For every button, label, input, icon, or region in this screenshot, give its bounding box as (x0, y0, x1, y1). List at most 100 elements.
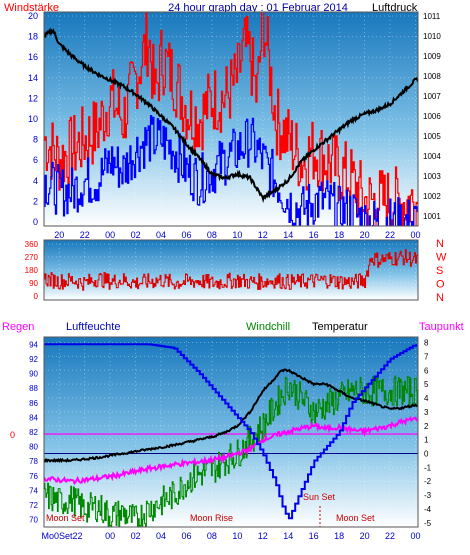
wind-direction-series (44, 249, 418, 291)
x-tick-label: 00 (105, 230, 115, 240)
temperature-y-tick: -2 (424, 477, 432, 486)
rain-axis-label: 0 (10, 430, 15, 440)
annotation-moon-set: Moon Set (46, 513, 85, 523)
legend-dewpoint: Taupunkt (419, 321, 464, 333)
humidity-y-tick: 92 (29, 355, 38, 364)
dewpoint-series (44, 415, 418, 486)
temperature-y-tick: 1 (424, 436, 429, 445)
x-tick-label: 00 (410, 230, 420, 240)
x-tick-label: 22 (385, 230, 395, 240)
x-tick-label: 22 (80, 230, 90, 240)
compass-label: W (436, 252, 447, 264)
temperature-y-tick: 8 (424, 339, 429, 348)
temperature-panel (44, 337, 418, 527)
x-tick-label: 20 (54, 230, 64, 240)
x-tick-label: 08 (207, 531, 217, 541)
x-tick-label: 12 (258, 230, 268, 240)
pressure-y-tick: 1006 (423, 112, 441, 121)
x-tick-label: 16 (309, 230, 319, 240)
temperature-y-tick: 7 (424, 352, 429, 361)
x-tick-label: 02 (131, 531, 141, 541)
x-tick-label: 14 (283, 531, 293, 541)
graph-title: 24 hour graph day : 01 Februar 2014 (168, 2, 348, 14)
temperature-y-tick: 6 (424, 366, 429, 375)
x-tick-label: 04 (156, 531, 166, 541)
humidity-y-tick: 88 (29, 384, 38, 393)
humidity-y-tick: 82 (29, 428, 38, 437)
pressure-y-tick: 1009 (423, 52, 441, 61)
annotation-sun-set: Sun Set (303, 492, 336, 502)
pressure-y-tick: 1001 (423, 212, 441, 221)
temperature-y-tick: 4 (424, 394, 429, 403)
humidity-y-tick: 90 (29, 370, 38, 379)
direction-y-tick: 0 (34, 292, 39, 301)
annotation-moon-set-2: Moon Set (336, 513, 375, 523)
x-tick-label: 04 (156, 230, 166, 240)
pressure-label: Luftdruck (372, 2, 418, 14)
wind-y-tick: 8 (33, 135, 38, 145)
wind-y-tick: 20 (28, 11, 38, 21)
x-tick-label: Mo0Set22 (41, 531, 82, 541)
wind-y-tick: 10 (28, 114, 38, 124)
x-tick-label: 22 (385, 531, 395, 541)
x-tick-label: 02 (131, 230, 141, 240)
direction-y-tick: 270 (25, 253, 39, 262)
pressure-y-tick: 1002 (423, 192, 441, 201)
x-tick-label: 06 (181, 531, 191, 541)
pressure-y-tick: 1007 (423, 92, 441, 101)
x-tick-label: 10 (232, 230, 242, 240)
wind-y-tick: 2 (33, 196, 38, 206)
wind-y-tick: 6 (33, 155, 38, 165)
x-tick-label: 00 (105, 531, 115, 541)
x-tick-label: 14 (283, 230, 293, 240)
wind-average-series (44, 115, 418, 226)
temperature-y-tick: 0 (424, 449, 429, 458)
pressure-series (44, 27, 418, 204)
annotation-moon-rise: Moon Rise (190, 513, 233, 523)
pressure-y-tick: 1005 (423, 132, 441, 141)
wind-y-tick: 12 (28, 93, 38, 103)
temperature-y-tick: -1 (424, 463, 432, 472)
pressure-y-tick: 1010 (423, 32, 441, 41)
x-tick-label: 20 (360, 230, 370, 240)
x-tick-label: 10 (232, 531, 242, 541)
x-tick-label: 20 (360, 531, 370, 541)
humidity-y-tick: 84 (29, 413, 38, 422)
legend-rain: Regen (2, 321, 34, 333)
legend-humidity: Luftfeuchte (66, 321, 120, 333)
humidity-y-tick: 86 (29, 399, 38, 408)
x-tick-label: 18 (334, 531, 344, 541)
humidity-y-tick: 76 (29, 472, 38, 481)
direction-y-tick: 360 (25, 240, 39, 249)
pressure-y-tick: 1003 (423, 172, 441, 181)
wind-y-tick: 14 (28, 73, 38, 83)
x-tick-label: 18 (334, 230, 344, 240)
windchill-series (44, 375, 418, 527)
humidity-y-tick: 74 (29, 486, 38, 495)
x-tick-label: 06 (181, 230, 191, 240)
temperature-y-tick: -4 (424, 505, 432, 514)
wind-strength-label: Windstärke (4, 2, 59, 14)
temperature-y-tick: 2 (424, 422, 429, 431)
wind-gust-series (44, 12, 418, 226)
humidity-y-tick: 80 (29, 443, 38, 452)
pressure-y-tick: 1008 (423, 72, 441, 81)
temperature-y-tick: 5 (424, 380, 429, 389)
compass-label: N (436, 238, 444, 250)
direction-y-tick: 90 (29, 279, 38, 288)
x-tick-label: 12 (258, 531, 268, 541)
humidity-y-tick: 72 (29, 501, 38, 510)
compass-label: N (436, 292, 444, 304)
legend-windchill: Windchill (246, 321, 290, 333)
pressure-y-tick: 1004 (423, 152, 441, 161)
temperature-y-tick: -3 (424, 491, 432, 500)
x-tick-label: 00 (410, 531, 420, 541)
temperature-y-tick: -5 (424, 519, 432, 528)
wind-direction-panel (44, 240, 418, 300)
direction-y-tick: 180 (25, 266, 39, 275)
x-tick-label: 16 (309, 531, 319, 541)
compass-label: O (436, 279, 445, 291)
humidity-y-tick: 94 (29, 340, 38, 349)
pressure-y-tick: 1011 (423, 12, 441, 21)
